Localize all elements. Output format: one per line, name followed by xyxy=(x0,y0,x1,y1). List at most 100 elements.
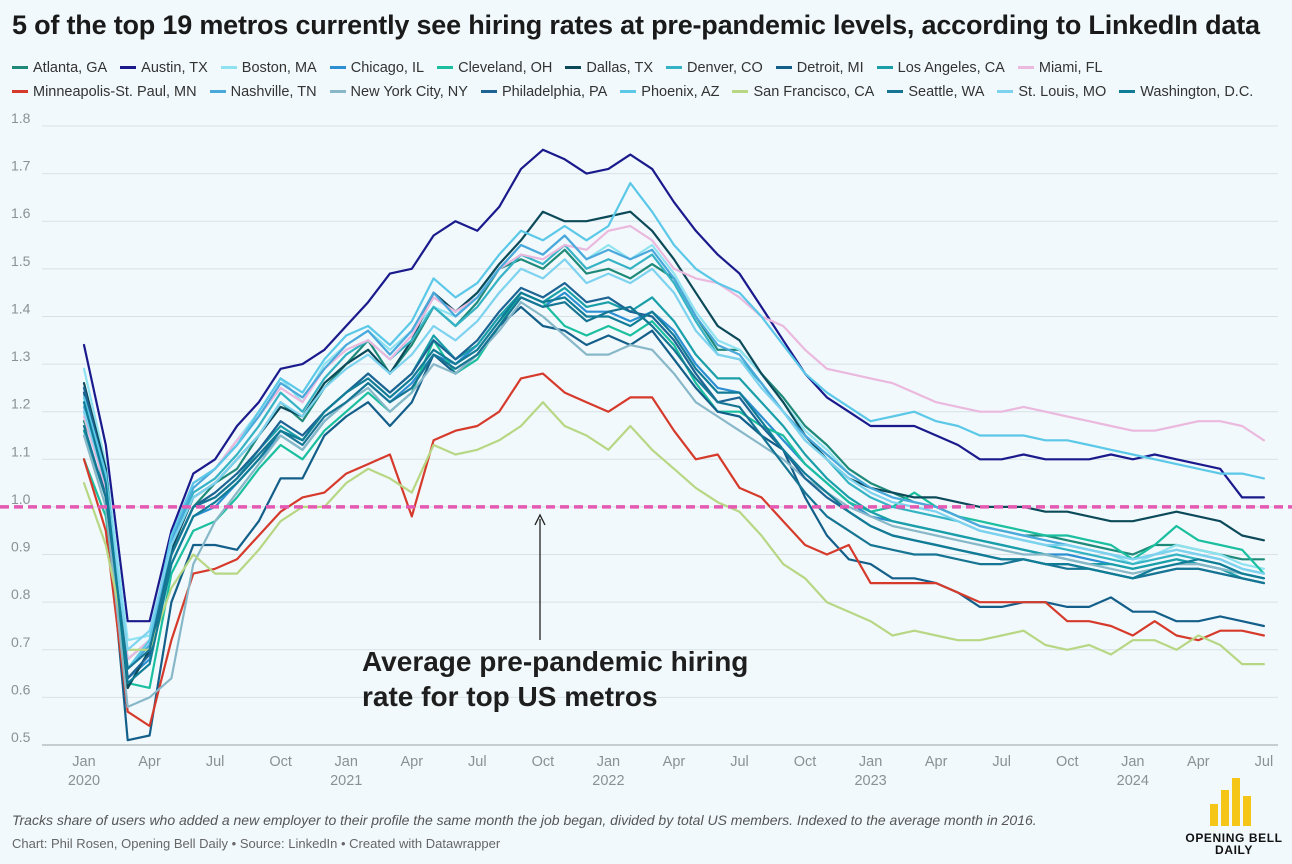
chart-notes: Tracks share of users who added a new em… xyxy=(12,812,1037,828)
legend-item: Boston, MA xyxy=(220,56,317,80)
legend-swatch xyxy=(12,89,28,93)
series-line xyxy=(82,182,1266,670)
series-line xyxy=(82,148,1266,623)
legend-label: Denver, CO xyxy=(687,60,763,76)
opening-bell-daily-logo: OPENING BELL DAILY xyxy=(1180,778,1288,860)
legend-swatch xyxy=(480,89,497,93)
x-tick-label: Oct xyxy=(794,754,817,770)
legend-item: Seattle, WA xyxy=(887,80,984,104)
legend-label: Dallas, TX xyxy=(586,60,654,76)
x-tick-label: Oct xyxy=(532,754,555,770)
legend-label: Atlanta, GA xyxy=(33,60,108,76)
x-tick-label: Jul xyxy=(1255,754,1274,770)
legend-label: Boston, MA xyxy=(241,60,317,76)
legend-item: Atlanta, GA xyxy=(12,56,107,80)
series-line xyxy=(82,234,1266,642)
x-tick-year-label: 2020 xyxy=(68,773,100,789)
series-line xyxy=(82,291,1266,690)
reference-line-annotation: Average pre-pandemic hiring rate for top… xyxy=(362,644,748,714)
legend-item: Austin, TX xyxy=(120,56,208,80)
legend-swatch xyxy=(120,65,137,69)
legend-label: Washington, D.C. xyxy=(1140,84,1254,100)
legend-label: St. Louis, MO xyxy=(1018,84,1107,100)
x-tick-label: Jul xyxy=(992,754,1011,770)
x-tick-label: Oct xyxy=(269,754,292,770)
legend-swatch xyxy=(666,65,683,69)
legend-label: Nashville, TN xyxy=(230,84,317,100)
legend-swatch xyxy=(620,89,637,93)
chart-source: Chart: Phil Rosen, Opening Bell Daily • … xyxy=(12,836,501,851)
legend-label: Philadelphia, PA xyxy=(501,84,608,100)
legend-label: Phoenix, AZ xyxy=(641,84,720,100)
legend-item: San Francisco, CA xyxy=(732,80,874,104)
legend-swatch xyxy=(775,65,792,69)
x-tick-label: Oct xyxy=(1056,754,1079,770)
legend-item: Miami, FL xyxy=(1017,56,1103,80)
legend-label: Minneapolis-St. Paul, MN xyxy=(33,84,197,100)
legend-swatch xyxy=(565,65,582,69)
x-tick-label: Jan xyxy=(597,754,620,770)
series-line xyxy=(82,301,1266,709)
x-tick-label: Jan xyxy=(72,754,95,770)
legend-label: New York City, NY xyxy=(350,84,468,100)
y-tick-label: 0.5 xyxy=(11,729,31,745)
y-tick-label: 1.5 xyxy=(11,253,31,269)
logo-line-2: DAILY xyxy=(1215,843,1253,857)
series-line xyxy=(82,258,1266,651)
legend-label: Miami, FL xyxy=(1038,60,1103,76)
y-tick-label: 1.7 xyxy=(11,158,31,174)
x-tick-year-label: 2022 xyxy=(592,773,624,789)
x-tick-label: Apr xyxy=(1187,754,1210,770)
y-tick-label: 1.1 xyxy=(11,443,31,459)
legend-item: Dallas, TX xyxy=(565,56,653,80)
y-tick-label: 0.9 xyxy=(11,539,31,555)
chart-title: 5 of the top 19 metros currently see hir… xyxy=(12,10,1260,40)
logo-wordmark: OPENING BELL DAILY xyxy=(1180,832,1288,856)
x-tick-year-label: 2021 xyxy=(330,773,362,789)
y-tick-label: 1.4 xyxy=(11,300,31,316)
annotation-arrowhead xyxy=(534,513,546,526)
y-tick-label: 1.6 xyxy=(11,205,31,221)
x-tick-label: Apr xyxy=(138,754,161,770)
series-line xyxy=(82,296,1266,670)
legend-label: Los Angeles, CA xyxy=(897,60,1005,76)
series-line xyxy=(82,372,1266,728)
y-tick-label: 0.6 xyxy=(11,681,31,697)
legend-label: Austin, TX xyxy=(141,60,208,76)
legend-item: Washington, D.C. xyxy=(1119,80,1253,104)
legend-item: Cleveland, OH xyxy=(437,56,552,80)
y-tick-label: 1.2 xyxy=(11,396,31,412)
legend-swatch xyxy=(887,89,904,93)
legend-item: Denver, CO xyxy=(666,56,763,80)
legend-item: Philadelphia, PA xyxy=(480,80,608,104)
series-line xyxy=(82,224,1266,661)
x-tick-year-label: 2023 xyxy=(854,773,886,789)
legend-label: Detroit, MI xyxy=(796,60,864,76)
legend-swatch xyxy=(12,65,28,69)
legend-item: Phoenix, AZ xyxy=(620,80,719,104)
x-tick-label: Jul xyxy=(206,754,225,770)
logo-line-1: OPENING BELL xyxy=(1185,831,1283,845)
legend-swatch xyxy=(1119,89,1136,93)
y-tick-label: 1.0 xyxy=(11,491,31,507)
legend-swatch xyxy=(437,65,454,69)
legend-swatch xyxy=(220,65,237,69)
x-tick-year-label: 2024 xyxy=(1117,773,1149,789)
annotation-line-1: Average pre-pandemic hiring xyxy=(362,646,749,677)
legend-item: Chicago, IL xyxy=(329,56,424,80)
series-line xyxy=(82,291,1266,685)
series-line xyxy=(82,305,1266,742)
legend-swatch xyxy=(997,89,1014,93)
legend-swatch xyxy=(1017,65,1034,69)
x-tick-label: Jan xyxy=(1121,754,1144,770)
annotation-line-2: rate for top US metros xyxy=(362,681,658,712)
legend-swatch xyxy=(876,65,893,69)
x-tick-label: Apr xyxy=(925,754,948,770)
x-tick-label: Jan xyxy=(859,754,882,770)
y-tick-label: 1.8 xyxy=(11,110,31,126)
legend-swatch xyxy=(329,89,346,93)
y-tick-label: 0.8 xyxy=(11,586,31,602)
legend-item: Minneapolis-St. Paul, MN xyxy=(12,80,197,104)
legend-item: Nashville, TN xyxy=(209,80,317,104)
